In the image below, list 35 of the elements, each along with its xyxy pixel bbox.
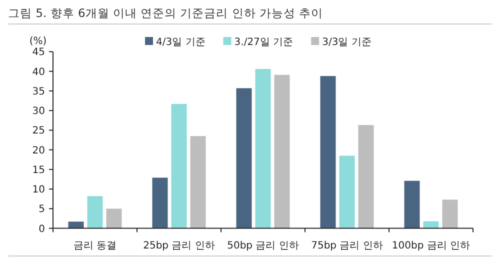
bar <box>404 180 420 228</box>
bar <box>423 221 439 228</box>
y-tick-label: 20 <box>32 145 45 156</box>
bar <box>255 68 271 228</box>
bar <box>442 200 458 228</box>
chart-title: 그림 5. 향후 6개월 이내 연준의 기준금리 인하 가능성 추이 <box>8 6 324 20</box>
x-tick-label: 25bp 금리 인하 <box>143 240 215 252</box>
bar <box>339 156 355 228</box>
bar <box>274 74 290 228</box>
y-tick-label: 5 <box>38 204 45 216</box>
legend-label: 3/3일 기준 <box>322 37 372 48</box>
y-tick-label: 10 <box>32 184 45 196</box>
y-tick-label: 30 <box>32 106 45 118</box>
bar <box>320 76 336 228</box>
bar <box>68 222 84 228</box>
y-tick-label: 25 <box>32 126 45 137</box>
y-tick-label: 35 <box>32 86 45 98</box>
x-tick-label: 50bp 금리 인하 <box>227 240 299 252</box>
y-tick-label: 40 <box>32 66 45 78</box>
bar <box>106 208 122 228</box>
y-tick-label: 45 <box>32 47 45 58</box>
x-tick-label: 금리 동결 <box>73 240 117 252</box>
y-tick-label: 0 <box>38 224 45 235</box>
bar <box>152 178 168 228</box>
bar <box>358 125 374 228</box>
bar <box>87 196 103 228</box>
x-tick-label: 100bp 금리 인하 <box>392 240 470 252</box>
legend-label: 3./27일 기준 <box>234 37 294 48</box>
legend-label: 4/3일 기준 <box>156 37 206 48</box>
bar <box>171 104 187 228</box>
y-axis-title: (%) <box>29 36 47 47</box>
y-tick-label: 15 <box>32 164 45 176</box>
x-tick-label: 75bp 금리 인하 <box>311 240 383 252</box>
bar <box>190 136 206 228</box>
bar <box>236 88 252 228</box>
